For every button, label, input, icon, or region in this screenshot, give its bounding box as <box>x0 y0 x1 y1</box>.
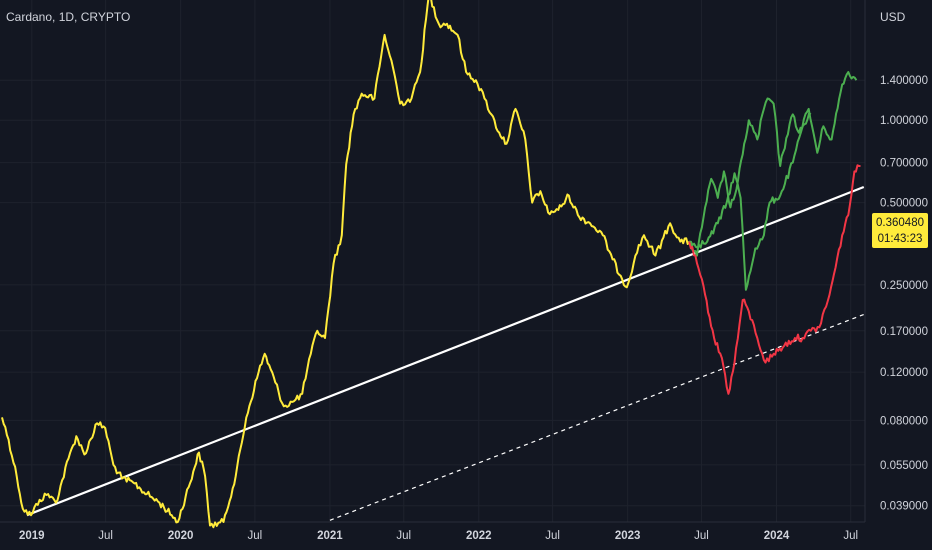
x-tick-label: Jul <box>396 530 411 542</box>
x-tick-label: Jul <box>843 530 858 542</box>
trend-line-support <box>26 185 865 517</box>
x-tick-label: Jul <box>694 530 709 542</box>
grid <box>0 0 866 523</box>
y-tick-label: 1.400000 <box>880 75 928 87</box>
y-axis[interactable]: 1.400000 1.000000 0.700000 0.500000 0.250000… <box>880 75 928 512</box>
x-tick-label: Jul <box>98 530 113 542</box>
y-tick-label: 0.080000 <box>880 415 928 427</box>
y-tick-label: 0.055000 <box>880 460 928 472</box>
x-tick-label: 2021 <box>317 530 343 542</box>
currency-label: USD <box>880 10 906 24</box>
series-bull_path_alt <box>689 112 812 291</box>
y-tick-label: 0.250000 <box>880 280 928 292</box>
series-bear_path <box>688 164 861 395</box>
x-tick-label: Jul <box>248 530 263 542</box>
series-lines <box>1 0 861 529</box>
x-tick-label: 2020 <box>168 530 194 542</box>
x-tick-label: Jul <box>545 530 560 542</box>
y-tick-label: 0.120000 <box>880 367 928 379</box>
x-axis[interactable]: 2019 Jul 2020 Jul 2021 Jul 2022 Jul 2023 Jul 2024 J… <box>19 530 858 542</box>
candle-countdown: 01:43:23 <box>877 233 923 245</box>
x-tick-label: 2024 <box>764 530 790 542</box>
series-price <box>1 0 691 529</box>
x-tick-label: 2022 <box>466 530 492 542</box>
x-tick-label: 2023 <box>615 530 641 542</box>
y-tick-label: 0.170000 <box>880 326 928 338</box>
y-tick-label: 0.700000 <box>880 158 928 170</box>
trend-lines <box>26 185 865 521</box>
y-tick-label: 0.500000 <box>880 198 928 210</box>
y-tick-label: 0.039000 <box>880 501 928 513</box>
current-price-badge: 0.360480 01:43:23 <box>872 213 928 248</box>
y-tick-label: 1.000000 <box>880 115 928 127</box>
series-bull_path <box>688 71 858 257</box>
x-tick-label: 2019 <box>19 530 45 542</box>
current-price-value: 0.360480 <box>876 217 924 229</box>
symbol-title: Cardano, 1D, CRYPTO <box>6 10 131 24</box>
